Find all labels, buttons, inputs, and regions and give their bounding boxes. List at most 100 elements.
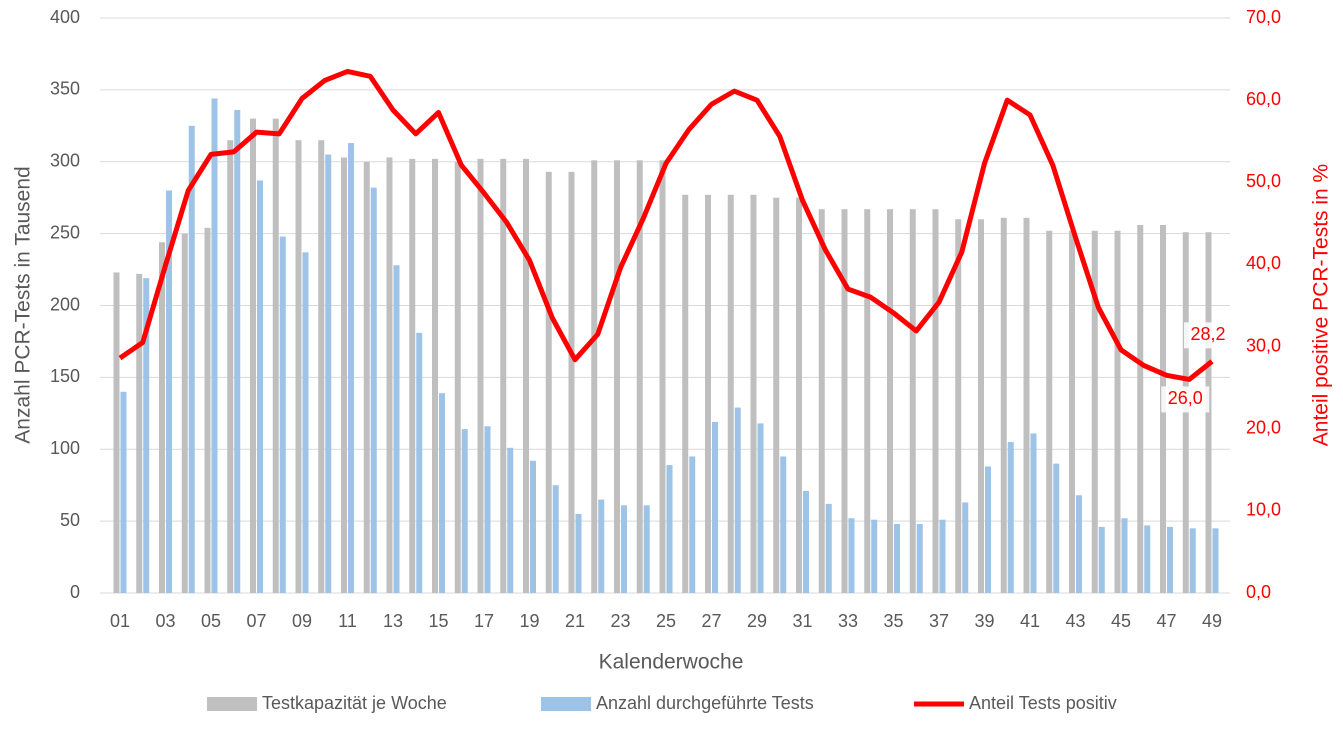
bar <box>461 429 468 593</box>
x-tick-label: 25 <box>656 611 676 631</box>
data-label: 26,0 <box>1168 388 1203 408</box>
bar <box>682 194 689 593</box>
bar <box>1137 225 1144 593</box>
bar <box>454 161 461 593</box>
data-label-bg <box>1184 322 1232 349</box>
y2-tick-label: 30,0 <box>1246 335 1281 355</box>
x-tick-label: 09 <box>292 611 312 631</box>
x-tick-label: 43 <box>1065 611 1085 631</box>
data-label-bg <box>1161 386 1210 413</box>
bar <box>181 233 188 593</box>
legend-label: Testkapazität je Woche <box>262 693 447 713</box>
x-tick-label: 03 <box>155 611 175 631</box>
y-tick-label: 50 <box>60 510 80 530</box>
bar <box>643 505 650 593</box>
y-tick-label: 250 <box>50 222 80 242</box>
bar <box>234 110 241 593</box>
bar <box>909 209 916 593</box>
bar <box>507 447 514 593</box>
bar <box>727 194 734 593</box>
y-tick-label: 100 <box>50 438 80 458</box>
bar <box>848 518 855 593</box>
bar <box>1046 230 1053 593</box>
x-tick-label: 47 <box>1156 611 1176 631</box>
legend-label: Anteil Tests positiv <box>969 693 1117 713</box>
bar <box>552 485 559 593</box>
bar <box>1000 217 1007 593</box>
bar <box>864 209 871 593</box>
bar <box>1212 528 1219 593</box>
bar <box>409 158 416 593</box>
y-tick-label: 350 <box>50 79 80 99</box>
bar <box>439 393 445 593</box>
x-tick-label: 05 <box>201 611 221 631</box>
bar <box>325 154 332 593</box>
bar <box>136 273 143 593</box>
bar <box>1114 230 1121 593</box>
bar <box>1205 232 1212 593</box>
y-axis-title: Anzahl PCR-Tests in Tausend <box>12 166 35 443</box>
y2-tick-label: 40,0 <box>1246 253 1281 273</box>
bar <box>818 209 825 593</box>
bar <box>1023 217 1030 593</box>
legend-label: Anzahl durchgeführte Tests <box>596 693 814 713</box>
bar <box>500 158 507 593</box>
bar <box>1007 442 1014 593</box>
y2-tick-label: 10,0 <box>1246 500 1281 520</box>
bar <box>227 140 234 593</box>
y-tick-label: 0 <box>70 582 80 602</box>
bar <box>939 519 946 593</box>
y2-tick-label: 50,0 <box>1246 171 1281 191</box>
bar <box>484 426 491 593</box>
bar <box>545 171 552 593</box>
bar <box>978 219 984 593</box>
bar <box>773 197 780 593</box>
bar <box>143 278 150 593</box>
bar <box>780 456 787 593</box>
x-tick-label: 37 <box>929 611 949 631</box>
x-tick-label: 21 <box>565 611 585 631</box>
x-tick-label: 23 <box>610 611 630 631</box>
bar <box>432 158 438 593</box>
bar <box>341 157 347 593</box>
bar <box>636 160 643 593</box>
bar <box>614 160 620 593</box>
bar <box>393 265 400 593</box>
bar <box>659 160 666 593</box>
x-tick-label: 31 <box>792 611 812 631</box>
bar <box>120 391 127 593</box>
y-tick-label: 300 <box>50 151 80 171</box>
bar <box>523 158 529 593</box>
bar <box>250 118 256 593</box>
bar <box>591 160 598 593</box>
y-tick-label: 150 <box>50 366 80 386</box>
bar <box>477 158 484 593</box>
bar <box>825 503 832 593</box>
bar <box>166 190 172 593</box>
bar <box>257 180 263 593</box>
bar <box>348 143 354 593</box>
x-tick-label: 39 <box>974 611 994 631</box>
bar <box>1030 433 1037 593</box>
bar <box>1076 495 1082 593</box>
bar <box>211 98 218 593</box>
bar <box>985 466 991 593</box>
x-tick-label: 17 <box>474 611 494 631</box>
bar <box>363 161 370 593</box>
bar <box>159 242 165 593</box>
bar <box>598 499 605 593</box>
x-tick-label: 13 <box>383 611 403 631</box>
x-tick-label: 07 <box>246 611 266 631</box>
bar <box>416 332 423 593</box>
bar <box>689 456 696 593</box>
bar <box>295 140 302 593</box>
bar <box>272 118 279 593</box>
bar <box>871 519 878 593</box>
bar <box>1098 526 1105 593</box>
x-tick-label: 11 <box>338 611 357 631</box>
bar <box>530 460 536 593</box>
y2-tick-label: 20,0 <box>1246 417 1281 437</box>
legend-swatch <box>541 697 591 711</box>
x-tick-label: 27 <box>701 611 721 631</box>
bar <box>1189 528 1196 593</box>
